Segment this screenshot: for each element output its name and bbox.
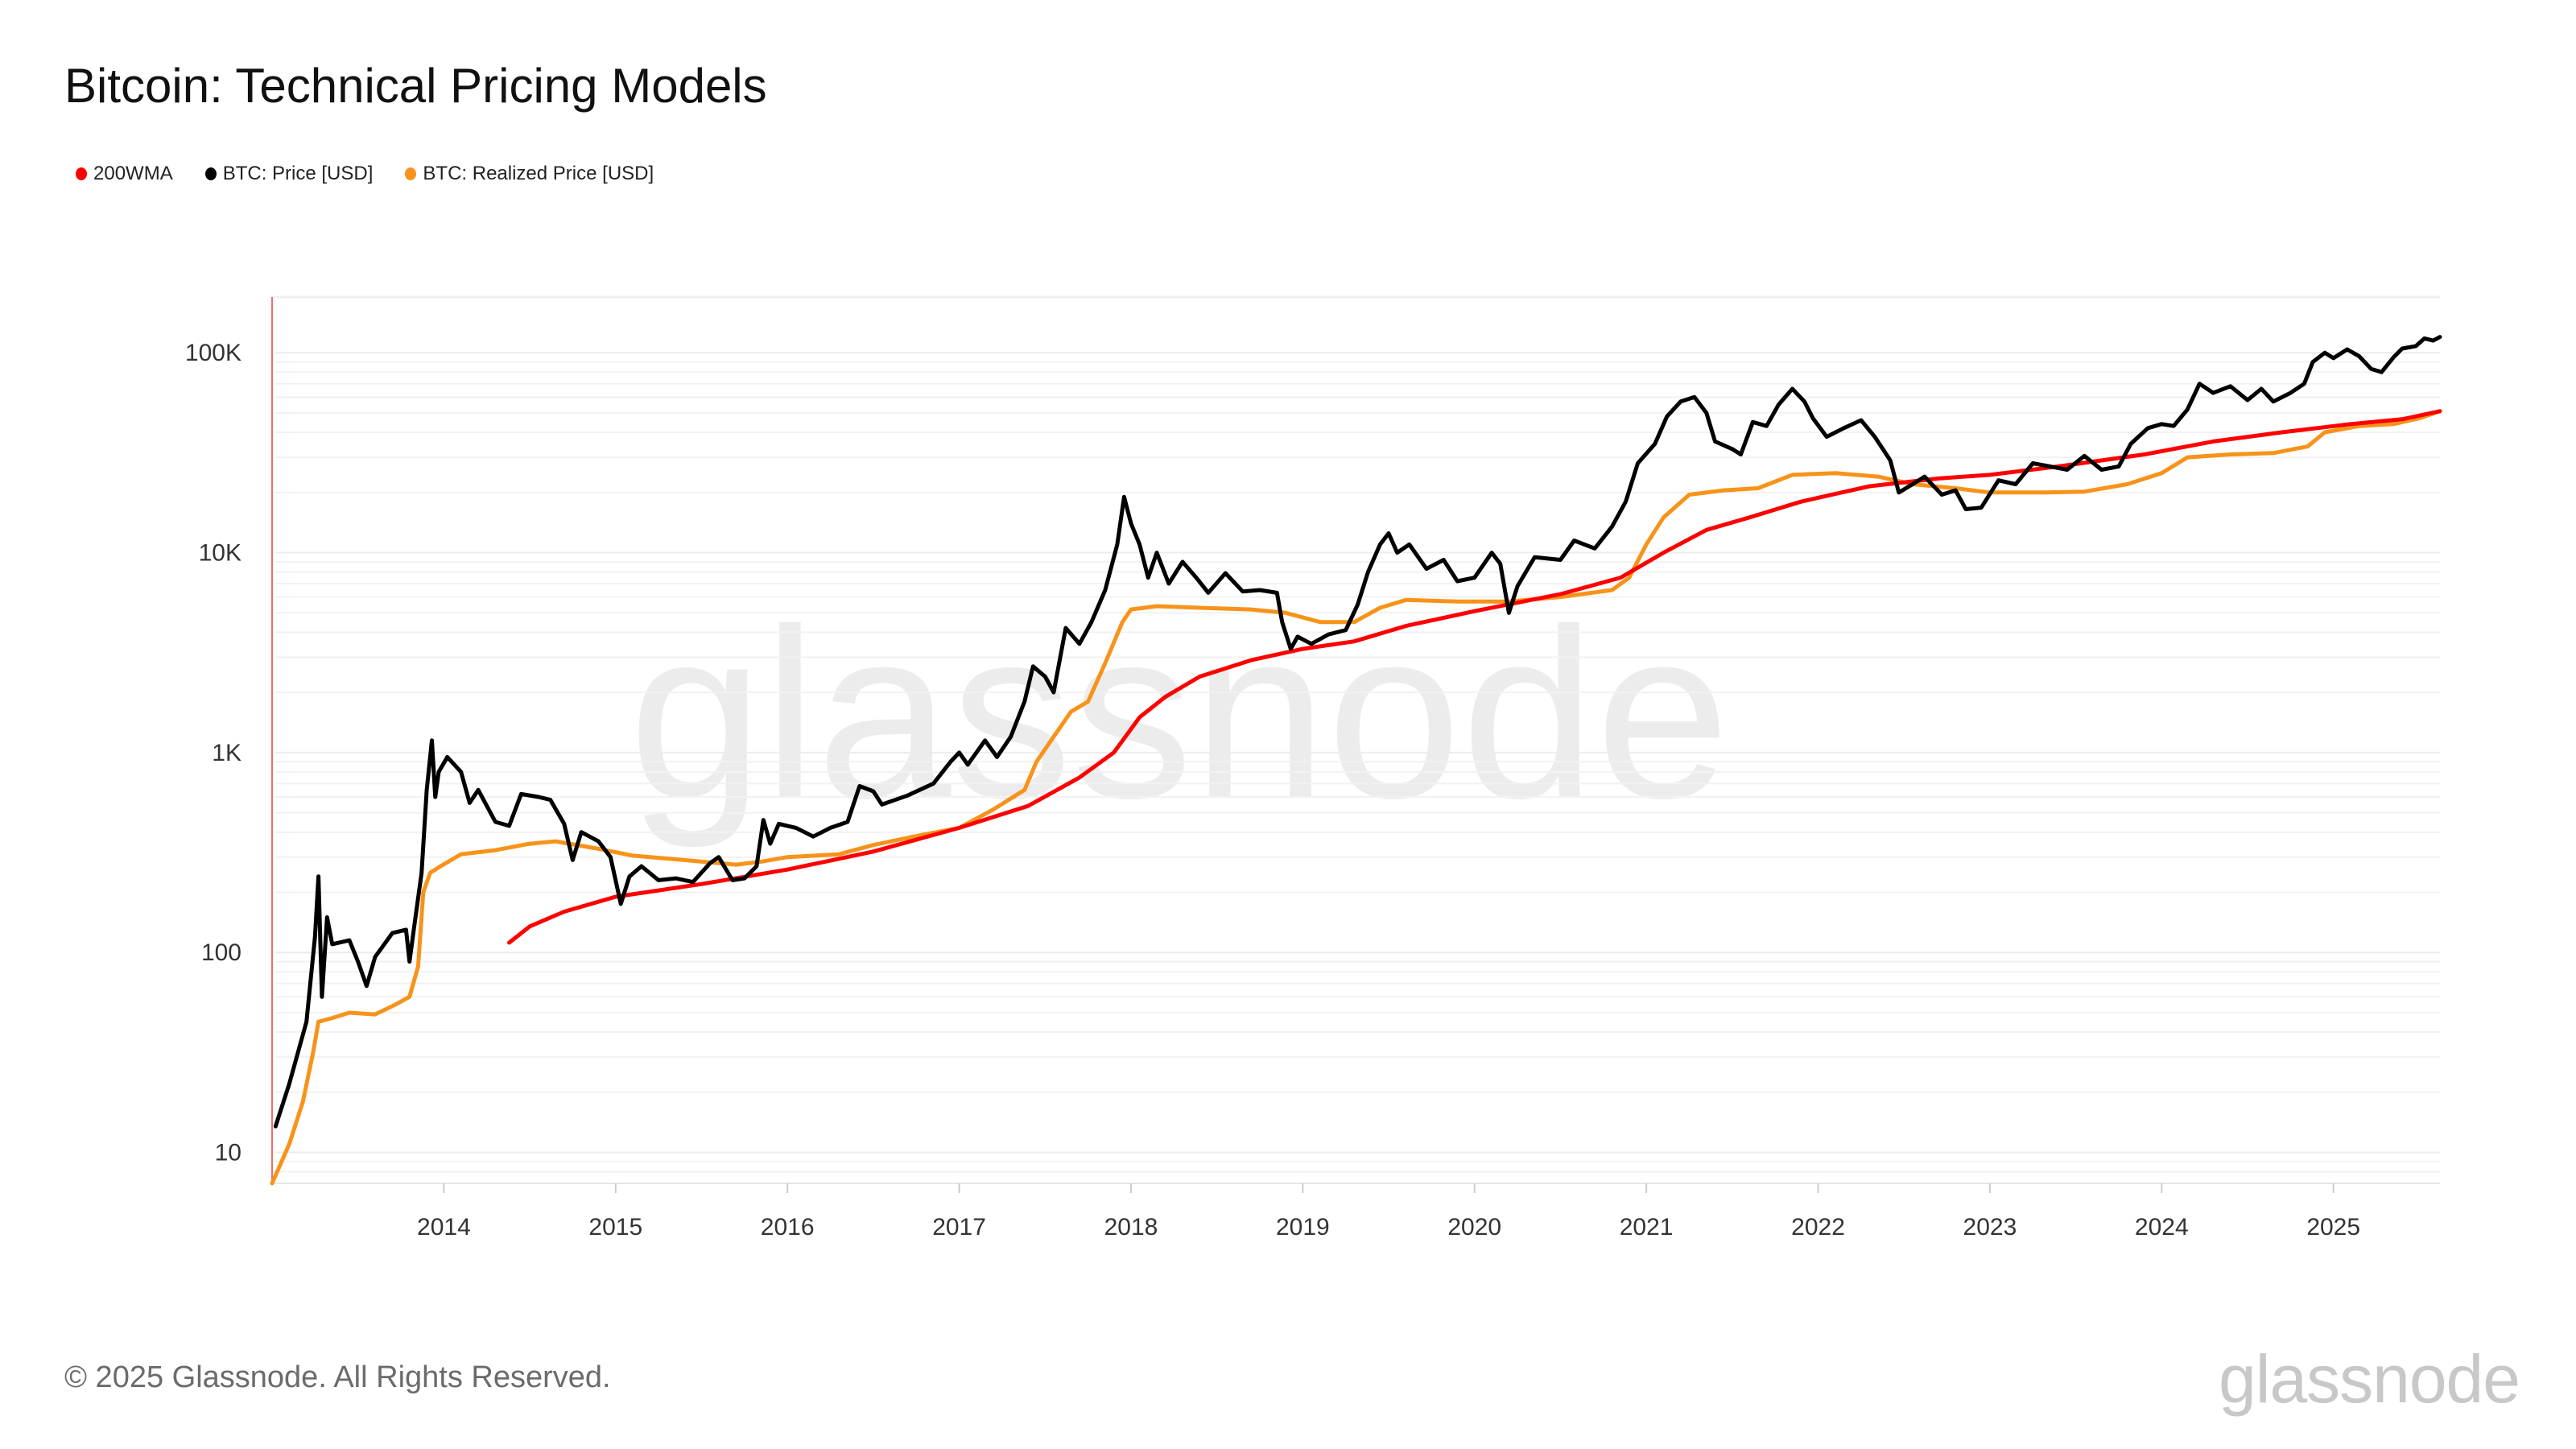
series-line-200wma xyxy=(507,409,2442,945)
x-tick-label: 2025 xyxy=(2306,1214,2360,1241)
x-tick-label: 2021 xyxy=(1620,1214,1674,1241)
x-tick-label: 2018 xyxy=(1104,1214,1158,1241)
y-tick-label: 10 xyxy=(215,1140,242,1166)
y-tick-label: 100K xyxy=(185,340,242,366)
x-tick-label: 2014 xyxy=(417,1214,471,1241)
legend-label: BTC: Realized Price [USD] xyxy=(423,163,654,184)
y-tick-label: 100 xyxy=(201,939,242,966)
x-tick-label: 2016 xyxy=(761,1214,815,1241)
y-tick-label: 10K xyxy=(199,540,242,567)
x-tick-label: 2022 xyxy=(1791,1214,1845,1241)
x-tick-label: 2015 xyxy=(588,1214,642,1241)
glassnode-logo: glassnode xyxy=(2219,1341,2520,1417)
chart-title: Bitcoin: Technical Pricing Models xyxy=(64,59,767,113)
series-lines xyxy=(270,335,2442,1186)
legend-dot-price xyxy=(204,167,217,180)
x-tick-label: 2024 xyxy=(2135,1214,2189,1241)
legend-label: 200WMA xyxy=(93,163,173,184)
legend-item-price[interactable]: BTC: Price [USD] xyxy=(204,163,374,185)
watermark: glassnode xyxy=(629,578,1730,850)
legend-item-200wma[interactable]: 200WMA xyxy=(76,163,173,185)
x-tick-label: 2020 xyxy=(1447,1214,1501,1241)
y-tick-label: 1K xyxy=(212,740,242,766)
legend-dot-realized-price xyxy=(405,167,417,180)
legend: 200WMA BTC: Price [USD] BTC: Realized Pr… xyxy=(76,163,654,185)
legend-label: BTC: Price [USD] xyxy=(222,163,374,184)
x-tick-label: 2023 xyxy=(1963,1214,2017,1241)
copyright-footer: © 2025 Glassnode. All Rights Reserved. xyxy=(64,1360,611,1394)
x-tick-label: 2017 xyxy=(932,1214,986,1241)
axes: 10 100 1K 10K 100K 2014 2015 2016 2017 2018 2019 20… xyxy=(185,297,2440,1241)
x-tick-label: 2019 xyxy=(1276,1214,1330,1241)
legend-item-realized-price[interactable]: BTC: Realized Price [USD] xyxy=(405,163,654,185)
legend-dot-200wma xyxy=(76,167,87,180)
series-line-btc-price-usd xyxy=(273,335,2442,1129)
series-line-btc-realized-price-usd xyxy=(270,409,2442,1186)
